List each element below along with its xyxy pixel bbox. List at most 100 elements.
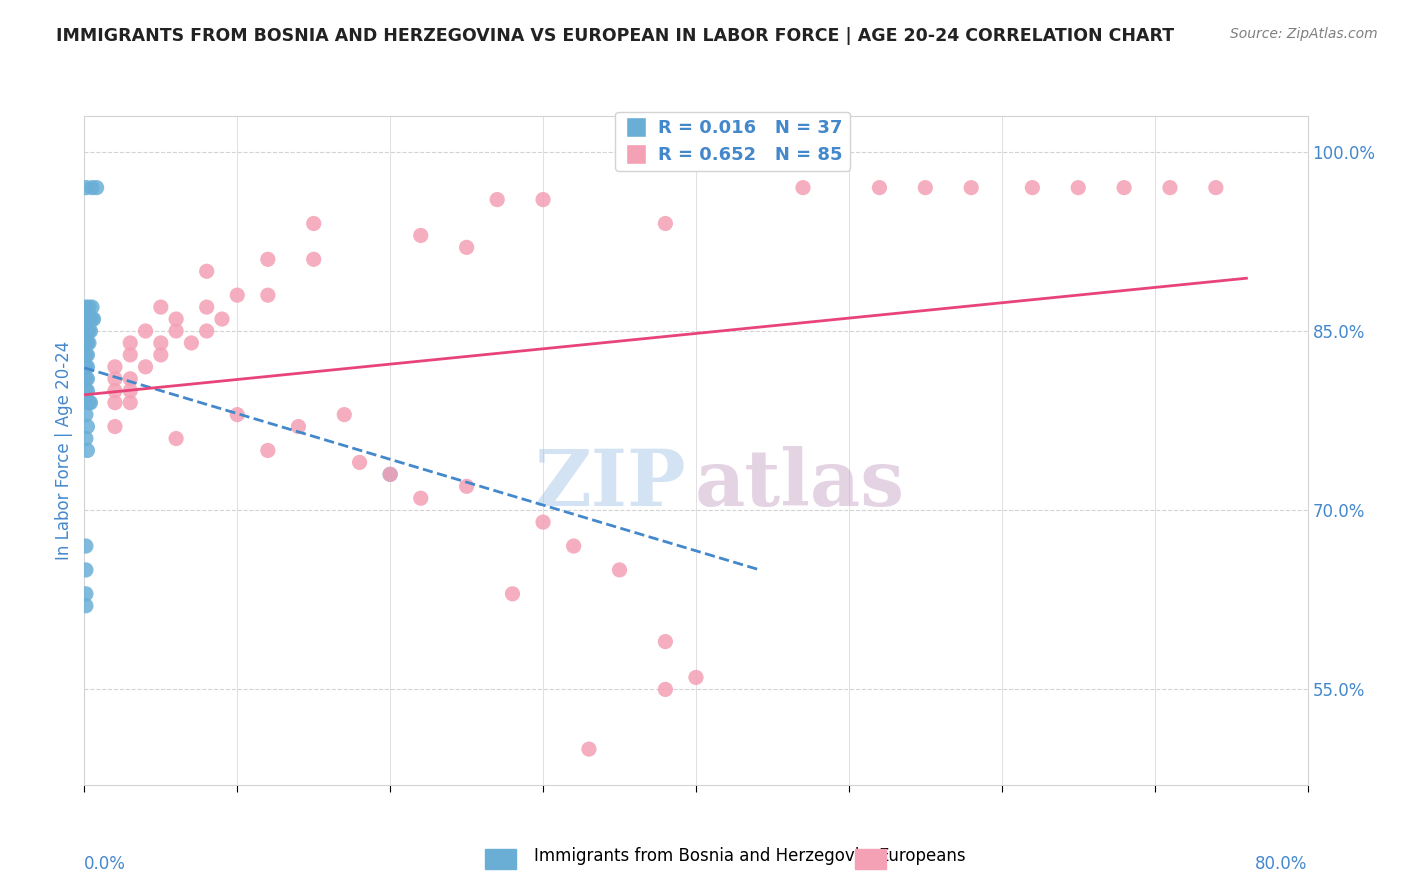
Y-axis label: In Labor Force | Age 20-24: In Labor Force | Age 20-24: [55, 341, 73, 560]
Point: [165, 312, 187, 326]
Point: [77, 335, 100, 350]
Point: [120, 384, 142, 398]
Point: [257, 252, 280, 267]
Point: [792, 180, 814, 194]
Point: [86, 180, 108, 194]
Point: [120, 372, 142, 386]
Text: 80.0%: 80.0%: [1256, 855, 1308, 872]
Point: [135, 324, 157, 338]
Point: [83, 312, 105, 326]
Point: [165, 324, 187, 338]
Point: [75, 539, 97, 553]
Point: [654, 682, 676, 697]
Point: [165, 432, 187, 446]
Point: [79, 395, 101, 409]
Point: [76, 348, 98, 362]
Point: [409, 491, 432, 506]
Point: [578, 742, 600, 756]
Text: 0.0%: 0.0%: [84, 855, 127, 872]
Point: [76, 335, 98, 350]
Point: [486, 193, 509, 207]
Point: [75, 599, 97, 613]
Point: [226, 408, 249, 422]
Point: [1205, 180, 1227, 194]
Point: [104, 372, 127, 386]
Point: [531, 515, 554, 529]
Point: [180, 335, 202, 350]
Point: [257, 443, 280, 458]
Point: [79, 324, 101, 338]
Point: [76, 312, 98, 326]
Point: [302, 217, 325, 231]
Point: [654, 634, 676, 648]
Text: ZIP: ZIP: [534, 446, 686, 522]
Point: [75, 587, 97, 601]
Text: IMMIGRANTS FROM BOSNIA AND HERZEGOVINA VS EUROPEAN IN LABOR FORCE | AGE 20-24 CO: IMMIGRANTS FROM BOSNIA AND HERZEGOVINA V…: [56, 27, 1174, 45]
Point: [75, 300, 97, 314]
Point: [75, 312, 97, 326]
Point: [195, 300, 218, 314]
Point: [76, 324, 98, 338]
Point: [149, 300, 172, 314]
Point: [77, 395, 100, 409]
Point: [76, 443, 98, 458]
Point: [1114, 180, 1136, 194]
Point: [75, 408, 97, 422]
Point: [1067, 180, 1090, 194]
Point: [380, 467, 402, 482]
Text: Europeans: Europeans: [879, 847, 966, 865]
Point: [80, 300, 103, 314]
Point: [77, 312, 100, 326]
Point: [75, 335, 97, 350]
Point: [135, 359, 157, 374]
Point: [75, 432, 97, 446]
Point: [456, 240, 478, 254]
Point: [76, 419, 98, 434]
Point: [226, 288, 249, 302]
Point: [104, 359, 127, 374]
Text: Source: ZipAtlas.com: Source: ZipAtlas.com: [1230, 27, 1378, 41]
Point: [80, 180, 103, 194]
Point: [120, 335, 142, 350]
Point: [75, 384, 97, 398]
Point: [380, 467, 402, 482]
Point: [75, 348, 97, 362]
Point: [76, 384, 98, 398]
Point: [914, 180, 936, 194]
Point: [104, 395, 127, 409]
Point: [75, 359, 97, 374]
Point: [502, 587, 524, 601]
Point: [149, 335, 172, 350]
Point: [76, 372, 98, 386]
Point: [257, 288, 280, 302]
Point: [211, 312, 233, 326]
Point: [104, 384, 127, 398]
Point: [77, 300, 100, 314]
Point: [195, 264, 218, 278]
Point: [409, 228, 432, 243]
Text: Immigrants from Bosnia and Herzegovina: Immigrants from Bosnia and Herzegovina: [534, 847, 880, 865]
Point: [75, 180, 97, 194]
Point: [685, 670, 707, 684]
Point: [104, 419, 127, 434]
Point: [75, 563, 97, 577]
Legend: R = 0.016   N = 37, R = 0.652   N = 85: R = 0.016 N = 37, R = 0.652 N = 85: [616, 112, 851, 171]
Point: [120, 348, 142, 362]
Point: [287, 419, 309, 434]
Point: [456, 479, 478, 493]
Point: [77, 324, 100, 338]
Point: [80, 312, 103, 326]
Point: [960, 180, 983, 194]
Point: [654, 217, 676, 231]
Point: [1021, 180, 1043, 194]
Point: [195, 324, 218, 338]
Point: [609, 563, 631, 577]
Point: [75, 324, 97, 338]
Point: [869, 180, 891, 194]
Point: [1159, 180, 1181, 194]
Point: [120, 395, 142, 409]
Point: [562, 539, 585, 553]
Point: [531, 193, 554, 207]
Point: [302, 252, 325, 267]
Point: [149, 348, 172, 362]
